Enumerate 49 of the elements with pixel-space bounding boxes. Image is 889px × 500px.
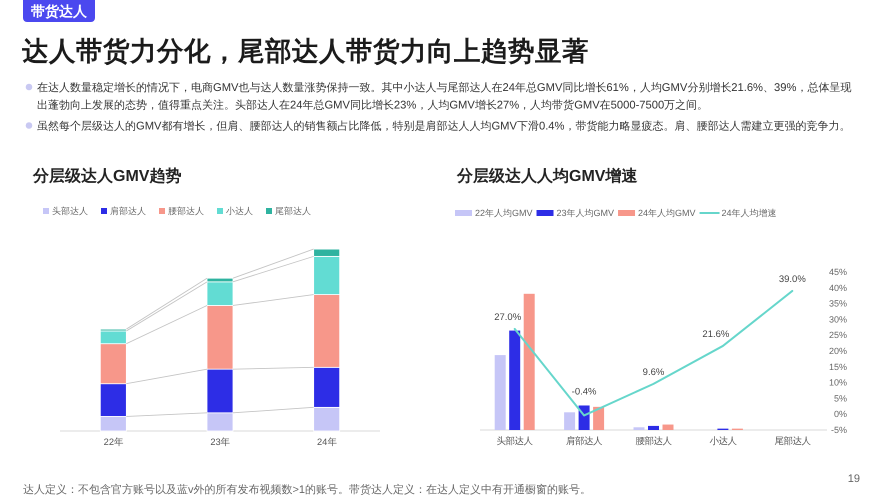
bar [564,412,576,430]
x-tick-label: 头部达人 [496,436,533,446]
legend-label: 24年人均GMV [638,208,696,218]
legend-label: 24年人均增速 [722,208,777,218]
text: 19 [848,473,860,485]
y-tick-label: 15% [828,362,847,372]
y-tick-label: 10% [828,378,847,388]
y-tick-label: 35% [828,298,847,309]
x-tick-label: 尾部达人 [774,436,810,446]
x-tick-label: 小达人 [709,436,736,446]
data-label: -0.4% [572,386,598,398]
text: 在达人数量稳定增长的情况下，电商GMV也与达人数量涨势保持一致。其中小达人与尾部达人在24年总GMV同比增长61%，人均GMV分别增长21.6%、39%，总体呈现出蓬勃向上发展的态势，值得重点关注。头部达人在24年总GMV同比增长23%，人均GMV增长27%，人均带货GMV在5000-7500万之间。 [37,81,852,112]
data-label: 39.0% [778,274,806,285]
bar [648,426,659,430]
y-tick-label: 20% [828,346,847,356]
bar [509,330,520,430]
legend-label: 尾部达人 [275,206,311,216]
text: 达人带货力分化，尾部达人带货力向上趋势显著 [21,36,589,66]
legend-label: 肩部达人 [110,206,146,216]
data-label: 9.6% [642,366,665,378]
text: 虽然每个层级达人的GMV都有增长，但肩、腰部达人的销售额占比降低，特别是肩部达人人均GMV下滑0.4%，带货能力略显疲态。肩、腰部达人需建立更强的竞争力。 [37,120,850,132]
legend-label: 小达人 [226,206,253,216]
x-tick-label: 肩部达人 [566,436,602,446]
legend-label: 22年人均GMV [475,208,533,218]
x-tick-label: 23年 [210,437,230,447]
legend-label: 头部达人 [52,206,88,216]
bar [662,424,674,430]
y-tick-label: -5% [830,425,847,435]
bar [593,406,604,430]
legend-label: 腰部达人 [168,206,204,216]
text: 达人定义：不包含官方账号以及蓝v外的所有发布视频数>1的账号。带货达人定义：在达人定义中有开通橱窗的账号。 [23,483,592,496]
y-tick-label: 45% [828,267,847,277]
y-tick-label: 25% [828,330,847,340]
y-tick-label: 40% [828,282,847,293]
bar [634,427,644,430]
text: 带货达人 [31,3,88,19]
x-tick-label: 24年 [316,437,336,447]
x-tick-label: 腰部达人 [636,436,672,446]
data-label: 27.0% [494,312,522,323]
legend-label: 23年人均GMV [556,208,614,218]
data-label: 21.6% [702,328,730,340]
y-tick-label: 5% [834,393,847,404]
chart-title: 分层级达人GMV趋势 [32,167,182,185]
y-tick-label: 0% [834,409,847,420]
chart-title: 分层级达人人均GMV增速 [456,167,638,185]
bar [524,294,535,430]
bar [494,355,506,430]
x-tick-label: 22年 [104,437,124,447]
y-tick-label: 30% [828,314,847,324]
